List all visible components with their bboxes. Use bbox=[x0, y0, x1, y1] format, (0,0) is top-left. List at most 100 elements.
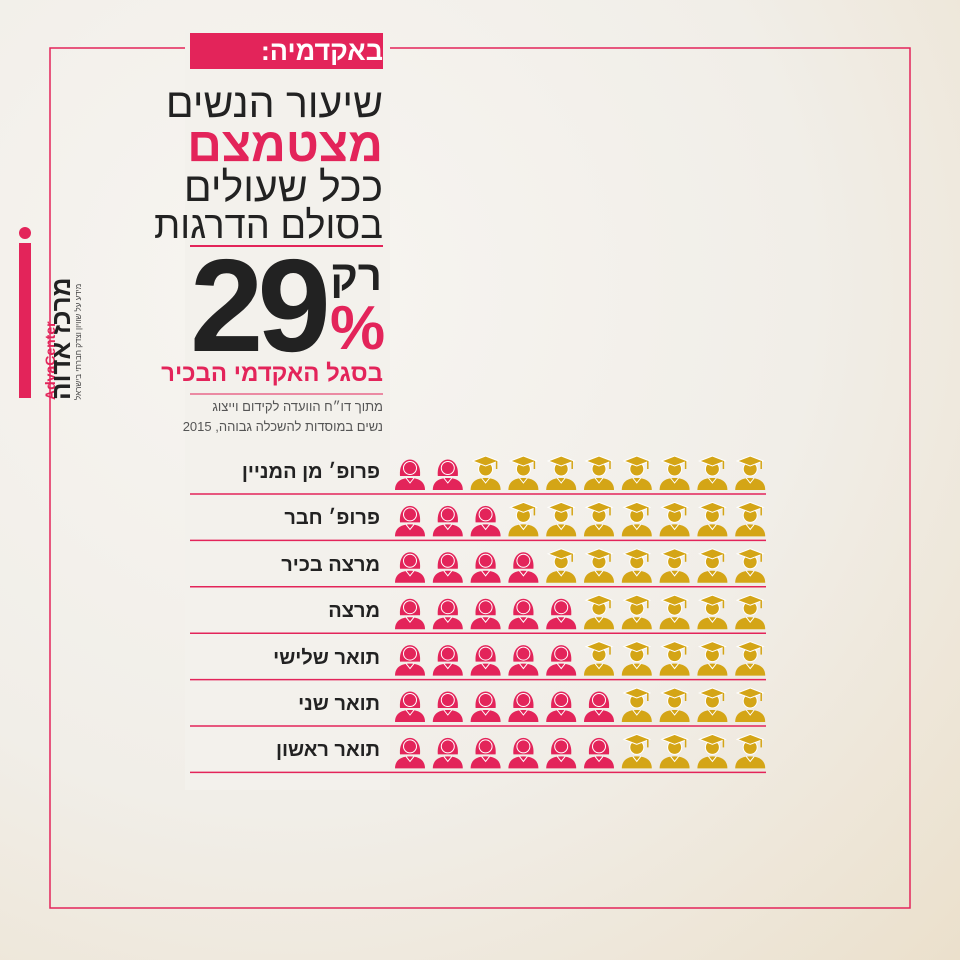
body bbox=[395, 617, 425, 630]
body bbox=[584, 663, 614, 676]
collar bbox=[481, 616, 490, 624]
face bbox=[554, 600, 569, 615]
face bbox=[516, 553, 531, 568]
body bbox=[470, 570, 501, 583]
face bbox=[478, 600, 493, 615]
title-line: שיעור הנשים bbox=[165, 80, 383, 126]
body bbox=[659, 617, 690, 630]
woman-icon bbox=[432, 645, 463, 676]
man-icon bbox=[735, 501, 766, 537]
row-label: תואר שלישי bbox=[273, 646, 380, 669]
face bbox=[440, 461, 455, 475]
collar bbox=[481, 570, 490, 577]
man-icon bbox=[584, 594, 614, 630]
collar bbox=[670, 663, 679, 670]
man-icon bbox=[508, 455, 539, 490]
body bbox=[470, 478, 501, 490]
body bbox=[546, 478, 577, 490]
cap bbox=[735, 501, 765, 513]
cap bbox=[622, 687, 652, 699]
collar bbox=[443, 570, 453, 577]
tag: באקדמיה: bbox=[260, 36, 383, 66]
collar bbox=[594, 477, 604, 484]
woman-icon bbox=[584, 691, 614, 722]
cap bbox=[698, 548, 727, 560]
face bbox=[403, 693, 417, 707]
body bbox=[735, 756, 766, 769]
cap bbox=[698, 733, 727, 745]
cap bbox=[698, 687, 727, 699]
man-icon bbox=[735, 687, 766, 722]
collar bbox=[745, 709, 755, 716]
collar bbox=[405, 524, 415, 531]
woman-icon bbox=[470, 552, 501, 583]
man-icon bbox=[546, 501, 577, 537]
woman-icon bbox=[546, 598, 577, 630]
body bbox=[659, 570, 690, 583]
collar bbox=[708, 756, 717, 763]
cap bbox=[622, 455, 652, 467]
collar bbox=[405, 756, 415, 763]
woman-icon bbox=[508, 691, 539, 722]
title-line: בסולם הדרגות bbox=[154, 205, 383, 247]
cap bbox=[509, 455, 538, 467]
man-icon bbox=[697, 594, 728, 630]
collar bbox=[556, 616, 566, 624]
row-label: פרופ׳ חבר bbox=[284, 507, 380, 530]
body bbox=[584, 756, 614, 769]
body bbox=[432, 756, 463, 769]
body bbox=[395, 756, 425, 769]
body bbox=[508, 663, 539, 676]
body bbox=[697, 756, 728, 769]
cap bbox=[584, 548, 614, 560]
man-icon bbox=[735, 548, 766, 583]
collar bbox=[745, 616, 755, 624]
collar bbox=[594, 709, 604, 716]
body bbox=[432, 617, 463, 630]
body bbox=[470, 710, 501, 722]
body bbox=[508, 478, 539, 490]
body bbox=[432, 570, 463, 583]
row-label: מרצה bbox=[328, 600, 380, 623]
body bbox=[470, 756, 501, 769]
caption: בסגל האקדמי הבכיר bbox=[161, 360, 383, 387]
face bbox=[440, 553, 455, 568]
body bbox=[432, 524, 463, 537]
collar bbox=[670, 756, 679, 763]
woman-icon bbox=[508, 552, 539, 583]
man-icon bbox=[584, 455, 614, 490]
unit: % bbox=[330, 294, 386, 363]
body bbox=[584, 617, 614, 630]
woman-icon bbox=[584, 737, 614, 769]
body bbox=[508, 524, 539, 537]
man-icon bbox=[584, 641, 614, 676]
collar bbox=[556, 663, 566, 670]
row-label: פרופ׳ מן המניין bbox=[241, 461, 380, 483]
collar bbox=[670, 570, 679, 577]
collar bbox=[481, 663, 490, 670]
collar bbox=[519, 709, 528, 716]
collar bbox=[632, 570, 642, 577]
collar bbox=[519, 756, 528, 763]
source: נשים במוסדות להשכלה גבוהה, 2015 bbox=[182, 419, 383, 434]
woman-icon bbox=[395, 552, 425, 583]
cap bbox=[698, 455, 727, 467]
collar bbox=[556, 570, 566, 577]
body bbox=[470, 663, 501, 676]
body bbox=[584, 570, 614, 583]
cap bbox=[660, 641, 689, 653]
body bbox=[508, 617, 539, 630]
man-icon bbox=[697, 548, 728, 583]
body bbox=[432, 478, 463, 490]
man-icon bbox=[584, 501, 614, 537]
collar bbox=[481, 756, 490, 763]
body bbox=[659, 710, 690, 722]
collar bbox=[556, 709, 566, 716]
man-icon bbox=[659, 455, 690, 490]
face bbox=[478, 693, 493, 707]
man-icon bbox=[697, 641, 728, 676]
body bbox=[697, 710, 728, 722]
man-icon bbox=[659, 594, 690, 630]
collar bbox=[632, 616, 642, 624]
